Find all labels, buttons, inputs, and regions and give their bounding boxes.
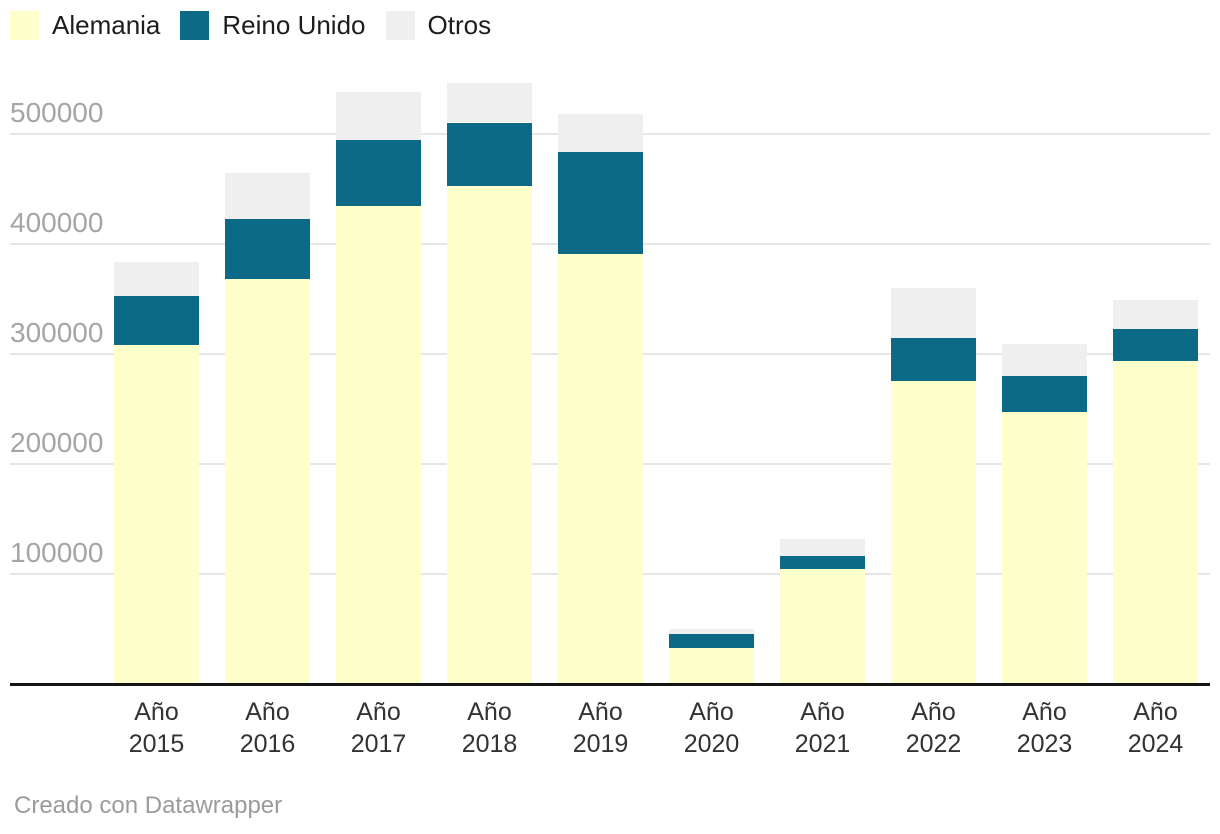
x-axis-label-year: 2020: [683, 730, 740, 758]
bar-2021-reino-unido[interactable]: [780, 556, 865, 569]
x-axis-label-year: 2023: [1016, 730, 1073, 758]
y-axis-tick-label: 400000: [10, 206, 104, 238]
x-axis-label-2015: Año 2015: [101, 696, 212, 760]
x-axis-label-prefix: Año: [578, 698, 623, 726]
legend-label: Otros: [427, 10, 492, 40]
bar-2018-otros[interactable]: [447, 82, 532, 123]
bar-2018-reino-unido[interactable]: [447, 122, 532, 187]
x-axis-label-year: 2015: [128, 730, 185, 758]
legend: Alemania Reino Unido Otros: [10, 11, 491, 40]
x-axis-label-2020: Año 2020: [656, 696, 767, 760]
bar-2017-otros[interactable]: [336, 91, 421, 141]
legend-label: Alemania: [52, 10, 161, 40]
x-axis-label-2016: Año 2016: [212, 696, 323, 760]
legend-swatch-icon: [385, 11, 415, 40]
bar-2016-alemania[interactable]: [225, 278, 310, 685]
x-axis-label-2024: Año 2024: [1100, 696, 1211, 760]
legend-item-alemania: Alemania: [10, 11, 160, 40]
x-axis-label-2022: Año 2022: [878, 696, 989, 760]
x-axis-label-year: 2019: [572, 730, 629, 758]
x-axis-label-year: 2017: [350, 730, 407, 758]
x-axis-label-2023: Año 2023: [989, 696, 1100, 760]
legend-swatch-icon: [10, 11, 39, 40]
x-axis-label-year: 2022: [905, 730, 962, 758]
bar-2024-reino-unido[interactable]: [1113, 328, 1198, 361]
bar-2017-reino-unido[interactable]: [336, 140, 421, 207]
x-axis-label-year: 2018: [461, 730, 518, 758]
legend-swatch-icon: [180, 11, 210, 40]
bar-2015-reino-unido[interactable]: [114, 295, 199, 346]
bar-2022-alemania[interactable]: [891, 381, 976, 685]
bar-2023-otros[interactable]: [1002, 344, 1087, 376]
x-axis-label-prefix: Año: [1133, 698, 1178, 726]
bar-2023-alemania[interactable]: [1002, 412, 1087, 685]
x-axis-label-year: 2021: [794, 730, 851, 758]
x-axis-label-prefix: Año: [911, 698, 956, 726]
x-axis-label-2017: Año 2017: [323, 696, 434, 760]
x-axis-label-2019: Año 2019: [545, 696, 656, 760]
x-axis-label-prefix: Año: [467, 698, 512, 726]
bar-2015-alemania[interactable]: [114, 345, 199, 685]
x-axis-label-year: 2016: [239, 730, 296, 758]
bar-2020-reino-unido[interactable]: [669, 633, 754, 649]
bar-2019-otros[interactable]: [558, 113, 643, 153]
legend-item-otros: Otros: [385, 10, 492, 40]
bar-2021-alemania[interactable]: [780, 568, 865, 685]
bar-2024-alemania[interactable]: [1113, 360, 1198, 685]
legend-item-reino-unido: Reino Unido: [180, 10, 366, 40]
bar-2016-reino-unido[interactable]: [225, 219, 310, 279]
bar-2022-otros[interactable]: [891, 287, 976, 339]
bar-2023-reino-unido[interactable]: [1002, 375, 1087, 413]
x-axis-label-prefix: Año: [689, 698, 734, 726]
bar-2021-otros[interactable]: [780, 539, 865, 557]
bar-2024-otros[interactable]: [1113, 299, 1198, 329]
y-axis-tick-label: 200000: [10, 427, 104, 459]
bar-2020-alemania[interactable]: [669, 648, 754, 685]
x-axis-label-prefix: Año: [245, 698, 290, 726]
x-axis-label-prefix: Año: [134, 698, 179, 726]
x-axis-label-2018: Año 2018: [434, 696, 545, 760]
bar-2015-otros[interactable]: [114, 262, 199, 296]
bar-2020-otros[interactable]: [669, 628, 754, 634]
x-axis-baseline: [10, 682, 1210, 686]
bar-2016-otros[interactable]: [225, 173, 310, 220]
datawrapper-credit-link[interactable]: Creado con Datawrapper: [14, 792, 283, 819]
legend-label: Reino Unido: [222, 10, 366, 40]
x-axis-label-prefix: Año: [356, 698, 401, 726]
y-axis-tick-label: 500000: [10, 96, 104, 128]
bar-2018-alemania[interactable]: [447, 186, 532, 685]
bar-2017-alemania[interactable]: [336, 206, 421, 685]
x-axis-label-prefix: Año: [800, 698, 845, 726]
bar-2019-reino-unido[interactable]: [558, 152, 643, 254]
bar-2022-reino-unido[interactable]: [891, 338, 976, 382]
x-axis-label-prefix: Año: [1022, 698, 1067, 726]
x-axis-label-2021: Año 2021: [767, 696, 878, 760]
bar-2019-alemania[interactable]: [558, 253, 643, 685]
x-axis-label-year: 2024: [1127, 730, 1184, 758]
y-axis-tick-label: 300000: [10, 316, 104, 348]
y-axis-tick-label: 100000: [10, 537, 104, 569]
